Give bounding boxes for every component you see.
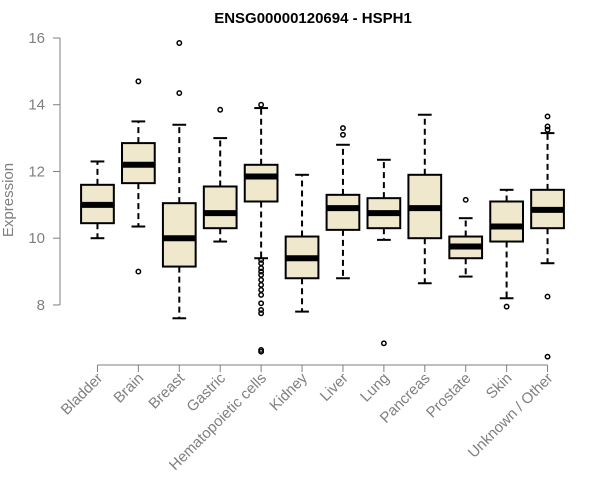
outlier-point [258,306,265,313]
outlier-point [176,90,183,97]
box-group [243,101,279,355]
box-group [489,188,524,310]
box-group [407,113,443,285]
outlier-point [258,260,265,267]
outlier-point [217,106,224,113]
box [243,163,279,203]
y-axis-label: Expression [0,163,17,237]
y-tick-label: 10 [28,230,45,247]
box [202,185,238,230]
outlier-point [258,348,265,355]
outlier-point [503,303,510,310]
box-group [121,78,156,275]
outlier-point [258,256,265,263]
box-group [448,196,484,278]
x-tick-label: Bladder [58,370,107,419]
outlier-point [544,113,551,120]
box-group [202,106,238,243]
y-tick-label: 16 [28,30,45,47]
outlier-point [462,196,469,203]
outlier-point [258,268,265,275]
outlier-point [258,310,265,317]
y-axis: 8 10 12 14 16 [28,30,61,314]
outlier-point [258,101,265,108]
x-tick-label: Lung [357,370,393,406]
outlier-point [258,300,265,307]
box [161,202,197,268]
box-group [161,40,197,320]
box-group [530,113,565,360]
x-tick-label: Prostate [423,370,475,422]
outlier-point [258,265,265,272]
outlier-point [258,291,265,298]
outlier-point [135,268,142,275]
y-tick-label: 14 [28,97,45,114]
box [489,200,524,243]
outlier-point [258,271,265,278]
x-tick-label: Kidney [266,369,311,414]
outlier-point [340,131,346,138]
chart-title: ENSG00000120694 - HSPH1 [214,10,412,27]
box-group [80,160,115,240]
y-tick-label: 8 [37,297,45,314]
x-tick-label: Breast [145,369,188,412]
box-group [284,173,320,313]
outlier-point [380,340,387,347]
outlier-point [135,78,142,85]
outlier-point [544,353,551,360]
box-group [325,125,361,280]
y-tick-label: 12 [28,163,45,180]
outlier-point [258,286,265,293]
box-series [80,40,565,360]
x-tick-label: Brain [110,370,147,407]
x-tick-label: Skin [483,370,516,403]
outlier-point [258,276,265,283]
outlier-point [176,40,183,46]
outlier-point [544,123,551,130]
outlier-point [544,293,551,300]
outlier-point [258,281,265,288]
box-group [366,158,402,347]
x-tick-label: Liver [317,370,352,405]
box [325,193,361,231]
outlier-point [544,126,551,133]
outlier-point [340,125,346,132]
